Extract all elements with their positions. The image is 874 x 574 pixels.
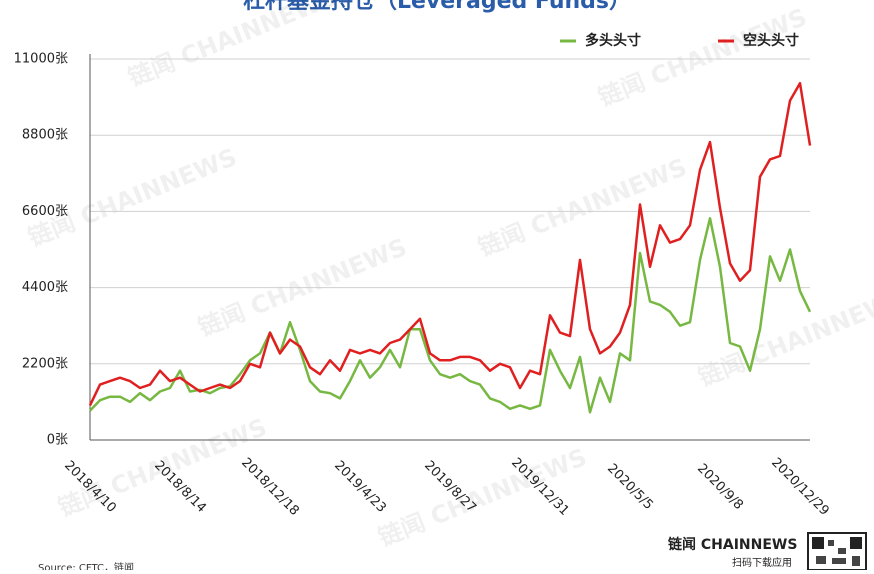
watermark: 链闻 CHAINNEWS [474, 153, 690, 262]
x-tick-label: 2020/5/5 [604, 461, 656, 513]
legend-label: 多头头寸 [585, 32, 641, 49]
x-tick-label: 2018/12/18 [238, 455, 302, 519]
logo-caption: 扫码下载应用 [732, 556, 792, 569]
x-tick-label: 2020/12/29 [768, 455, 832, 519]
y-tick-label: 0张 [47, 433, 68, 448]
y-tick-label: 6600张 [22, 204, 68, 219]
y-tick-label: 2200张 [22, 356, 68, 371]
qr-code [807, 532, 867, 571]
watermark: 链闻 CHAINNEWS [594, 3, 810, 112]
line-series [88, 81, 812, 406]
y-tick-label: 8800张 [22, 128, 68, 143]
y-tick-label: 11000张 [14, 52, 68, 67]
line-series [89, 217, 812, 414]
watermark: 链闻 CHAINNEWS [24, 143, 240, 252]
chart-title: 杠杆基金持仓（Leveraged Funds） [243, 0, 631, 14]
legend-label: 空头头寸 [743, 32, 799, 49]
x-tick-label: 2020/9/8 [694, 461, 746, 513]
watermark: 链闻 CHAINNEWS [694, 283, 874, 392]
watermark: 链闻 CHAINNEWS [124, 0, 340, 92]
source: Source: CFTC，链闻 [38, 561, 134, 570]
y-tick-label: 4400张 [22, 280, 68, 295]
x-tick-label: 2019/4/23 [331, 458, 389, 516]
logo: 链闻 CHAINNEWS [668, 536, 797, 553]
